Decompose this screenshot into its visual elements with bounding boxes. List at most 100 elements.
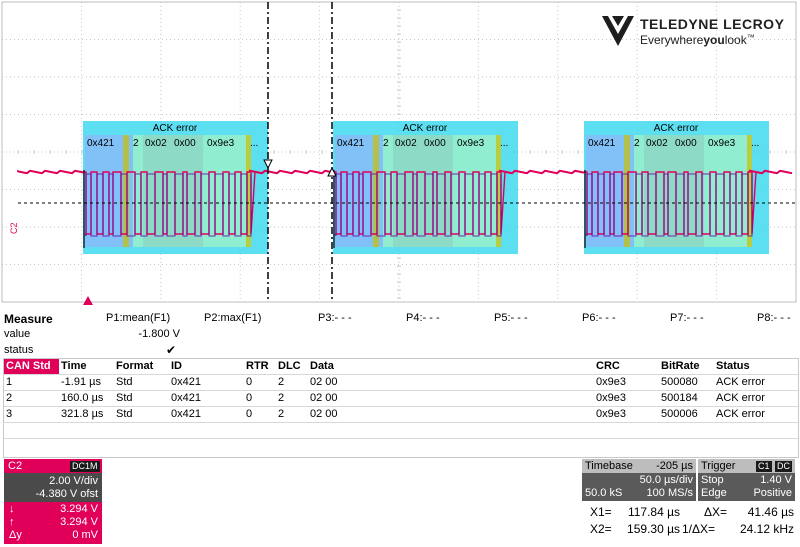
brand-logo: TELEDYNE LECROY Everywhereyoulook™ xyxy=(600,14,790,50)
decode-field: ... xyxy=(250,138,258,149)
measure-title: Measure xyxy=(4,312,53,326)
cursor-down-arrow-icon: ↓ xyxy=(9,503,15,515)
channel-vdiv: 2.00 V/div xyxy=(49,475,98,487)
cell-format: Std xyxy=(116,408,133,420)
cursor-x2-value: 159.30 µs xyxy=(627,522,680,536)
cell-data: 02 00 xyxy=(310,376,338,388)
cell-rtr: 0 xyxy=(246,392,253,404)
cell-bitrate: 500006 xyxy=(661,408,698,420)
trigger-coupling-badge: DC xyxy=(775,461,792,472)
decode-field: 0x9e3 xyxy=(457,138,485,149)
cell-crc: 0x9e3 xyxy=(596,376,626,388)
timebase-label: Timebase xyxy=(585,460,633,472)
trigger-descriptor[interactable]: Trigger C1 DC Stop 1.40 V Edge Positive xyxy=(698,459,795,501)
measure-param-p3[interactable]: P3:- - - xyxy=(318,312,352,324)
decode-field: 2 xyxy=(634,138,640,149)
brand-name: TELEDYNE LECROY xyxy=(640,16,785,32)
channel-cursor1-value: 3.294 V xyxy=(60,503,98,515)
col-header-can-std[interactable]: CAN Std xyxy=(6,360,51,372)
measure-param-p4[interactable]: P4:- - - xyxy=(406,312,440,324)
channel-coupling-badge: DC1M xyxy=(70,461,100,472)
col-header-data[interactable]: Data xyxy=(310,360,334,372)
decode-field: 0x00 xyxy=(174,138,196,149)
col-header-crc[interactable]: CRC xyxy=(596,360,620,372)
channel-marker-label: C2 xyxy=(9,222,19,234)
cell-dlc: 2 xyxy=(278,408,285,420)
waveform-grid[interactable]: ACK error 0x421 2 0x02 0x00 0x9e3 ... ACK error… xyxy=(0,0,800,305)
cell-id: 0x421 xyxy=(171,376,201,388)
decode-field: 0x9e3 xyxy=(708,138,736,149)
measure-param-p2[interactable]: P2:max(F1) xyxy=(204,312,262,324)
cursor-x2-label: X2= xyxy=(590,522,612,536)
col-header-id[interactable]: ID xyxy=(171,360,182,372)
decode-field: 0x02 xyxy=(145,138,167,149)
channel-name: C2 xyxy=(8,460,23,472)
channel-marker[interactable] xyxy=(4,228,14,242)
channel-delta-value: 0 mV xyxy=(72,529,98,541)
cell-id: 0x421 xyxy=(171,408,201,420)
decode-field: 0x421 xyxy=(337,138,365,149)
cell-crc: 0x9e3 xyxy=(596,392,626,404)
cursor-dx-label: ΔX= xyxy=(704,505,728,519)
cell-bitrate: 500184 xyxy=(661,392,698,404)
col-header-status[interactable]: Status xyxy=(716,360,750,372)
cell-rtr: 0 xyxy=(246,376,253,388)
col-header-bitrate[interactable]: BitRate xyxy=(661,360,700,372)
cell-status: ACK error xyxy=(716,408,765,420)
trigger-slope: Positive xyxy=(753,487,792,499)
timebase-descriptor[interactable]: Timebase -205 µs 50.0 µs/div 50.0 kS 100… xyxy=(582,459,696,501)
trigger-label: Trigger xyxy=(701,460,736,472)
decode-field: 0x00 xyxy=(675,138,697,149)
channel-cursor2-value: 3.294 V xyxy=(60,516,98,528)
trigger-level: 1.40 V xyxy=(760,474,792,486)
decode-table: CAN Std Time Format ID RTR DLC Data CRC … xyxy=(3,358,799,458)
timebase-samples: 50.0 kS xyxy=(585,487,623,499)
channel-offset: -4.380 V ofst xyxy=(35,488,98,500)
decode-frame-title: ACK error xyxy=(153,123,198,134)
timebase-header-bar xyxy=(582,459,696,473)
table-header xyxy=(4,359,798,374)
cell-dlc: 2 xyxy=(278,376,285,388)
decode-field: 0x02 xyxy=(646,138,668,149)
check-icon: ✔ xyxy=(166,343,177,357)
measure-param-p6[interactable]: P6:- - - xyxy=(582,312,616,324)
measure-param-p7[interactable]: P7:- - - xyxy=(670,312,704,324)
cell-data: 02 00 xyxy=(310,392,338,404)
trigger-source-badge: C1 xyxy=(756,461,772,472)
cursor-up-arrow-icon: ↑ xyxy=(9,516,15,528)
cell-bitrate: 500080 xyxy=(661,376,698,388)
trigger-time-marker xyxy=(83,296,93,305)
decode-field: ... xyxy=(500,138,508,149)
grid-border xyxy=(1,1,797,303)
col-header-time[interactable]: Time xyxy=(61,360,87,372)
cursor-x1-marker[interactable] xyxy=(263,159,273,170)
measure-param-p1[interactable]: P1:mean(F1) xyxy=(106,312,171,324)
cell-time: 160.0 µs xyxy=(61,392,104,404)
cursor-x1-label: X1= xyxy=(590,505,612,519)
timebase-delay: -205 µs xyxy=(656,460,693,472)
measure-status-label: status xyxy=(4,344,34,356)
decode-frame-title: ACK error xyxy=(654,123,699,134)
measure-value-p1: -1.800 V xyxy=(138,328,180,340)
decode-frame-title: ACK error xyxy=(403,123,448,134)
channel-delta-label: Δy xyxy=(9,529,22,541)
decode-field: ... xyxy=(751,138,759,149)
teledyne-logo-icon xyxy=(602,16,634,46)
measure-param-p8[interactable]: P8:- - - xyxy=(757,312,791,324)
trigger-type: Edge xyxy=(701,487,727,499)
table-header-protocol-bg xyxy=(4,359,59,374)
col-header-rtr[interactable]: RTR xyxy=(246,360,269,372)
decode-field: 0x9e3 xyxy=(207,138,235,149)
col-header-dlc[interactable]: DLC xyxy=(278,360,301,372)
measure-param-p5[interactable]: P5:- - - xyxy=(494,312,528,324)
decode-field: 0x421 xyxy=(588,138,616,149)
cursor-x2-marker[interactable] xyxy=(327,166,337,177)
cursor-x1-value: 117.84 µs xyxy=(627,505,680,519)
channel-descriptor-c2[interactable]: C2 DC1M 2.00 V/div -4.380 V ofst ↓ 3.294… xyxy=(4,459,102,544)
cell-rtr: 0 xyxy=(246,408,253,420)
cell-time: 321.8 µs xyxy=(61,408,104,420)
cell-data: 02 00 xyxy=(310,408,338,420)
col-header-format[interactable]: Format xyxy=(116,360,154,372)
decode-field: 0x00 xyxy=(424,138,446,149)
cell-dlc: 2 xyxy=(278,392,285,404)
